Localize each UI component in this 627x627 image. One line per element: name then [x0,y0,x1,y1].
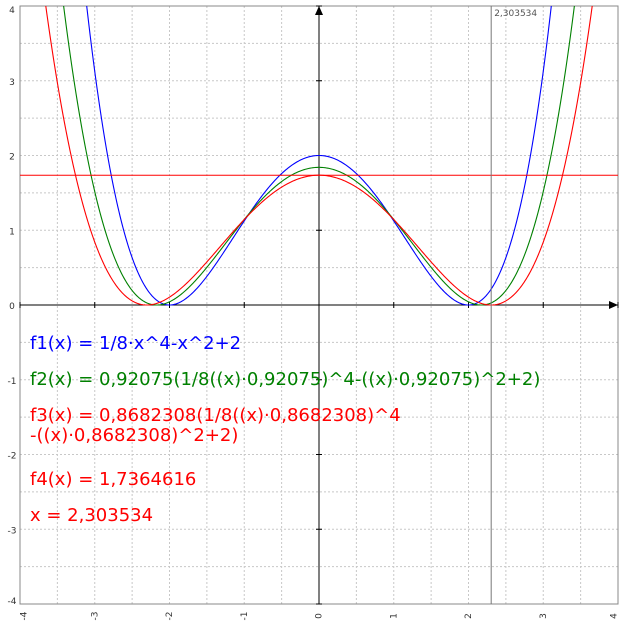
y-tick-label: -2 [8,452,17,462]
x-tick-label: 4 [610,613,620,619]
y-tick-label: 1 [9,227,15,237]
x-tick-label: -1 [240,612,250,621]
y-tick-label: 0 [9,302,15,312]
formula-x: x = 2,303534 [30,505,154,526]
formula-f1: f1(x) = 1/8·x^4-x^2+2 [30,333,242,354]
formula-f2: f2(x) = 0,92075(1/8((x)·0,92075)^4-((x)·… [30,369,541,390]
curve-f1 [86,6,552,306]
x-tick-label: -3 [90,612,100,621]
y-tick-label: 3 [9,78,15,88]
axes [19,5,619,605]
y-tick-label: -3 [8,526,17,536]
x-tick-label: 2 [464,613,474,619]
y-tick-label: 2 [9,153,15,163]
vertical-line-label: 2,303534 [494,9,537,19]
x-tick-label: -2 [165,612,175,621]
y-axis-arrow [315,6,323,15]
y-tick-label: -4 [8,597,17,607]
y-tick-label: -1 [8,377,17,387]
y-tick-label: 4 [9,6,15,16]
formula-f3: f3(x) = 0,8682308(1/8((x)·0,8682308)^4 -… [30,405,401,446]
x-tick-label: 0 [315,613,325,619]
tick-labels: -4 -3 -2 -1 0 1 2 3 4 -4 -3 -2 -1 0 1 2 3 4 [8,6,620,620]
x-tick-label: -4 [20,611,30,620]
x-tick-label: 1 [389,613,399,619]
formula-f4: f4(x) = 1,7364616 [30,469,197,490]
marker-lines: 2,303534 [20,6,618,604]
x-axis-arrow [609,301,618,309]
x-tick-label: 3 [539,613,549,619]
